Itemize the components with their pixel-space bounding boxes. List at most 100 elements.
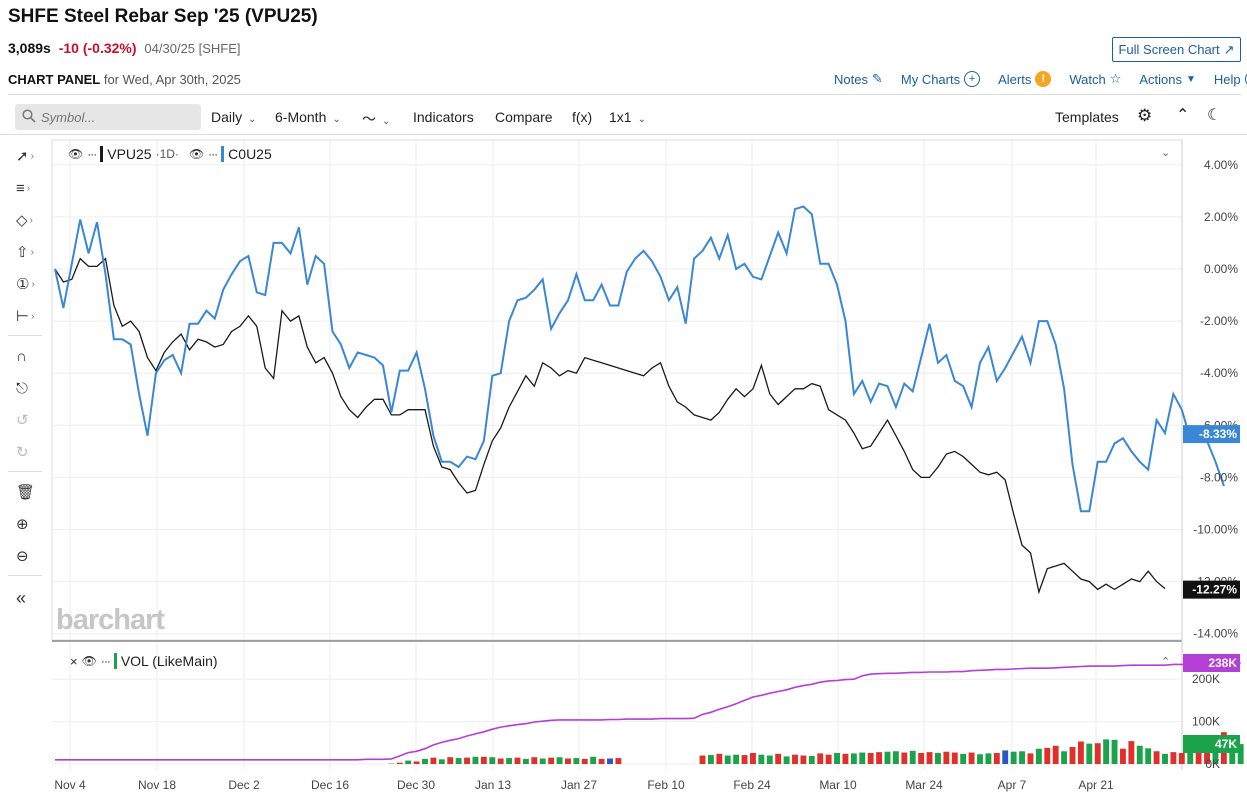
templates-button[interactable]: Templates <box>1055 109 1119 125</box>
volume-bar <box>926 752 933 764</box>
volume-bar <box>598 758 605 764</box>
main-symbol-label[interactable]: VPU25 <box>107 146 152 162</box>
volume-bar <box>985 753 992 764</box>
collapse-up-icon[interactable]: ⌃ <box>1176 107 1190 124</box>
full-screen-chart-button[interactable]: Full Screen Chart ↗ <box>1112 37 1241 62</box>
close-icon[interactable]: × <box>70 653 78 669</box>
range-label: 6-Month <box>275 109 327 125</box>
help-link[interactable]: Help? <box>1214 71 1247 87</box>
compare-symbol-label[interactable]: C0U25 <box>228 146 272 162</box>
volume-bar <box>901 752 908 764</box>
volume-bar <box>859 752 866 764</box>
x-tick-label: Mar 24 <box>905 778 943 792</box>
volume-bar <box>775 753 782 764</box>
notes-link[interactable]: Notes ✎ <box>834 71 883 87</box>
interval-dropdown[interactable]: Daily ⌄ <box>211 109 257 125</box>
volume-bar <box>993 752 1000 764</box>
compare-button[interactable]: Compare <box>495 109 553 125</box>
eye-icon[interactable]: 👁 <box>68 147 84 161</box>
volume-bar <box>548 757 555 764</box>
main-series-swatch <box>100 146 104 162</box>
function-button[interactable]: f(x) <box>572 109 593 125</box>
annotation-tool-icon[interactable]: ① › <box>16 276 35 293</box>
chart-type-dropdown[interactable]: 〜 ⌄ <box>362 109 390 129</box>
x-axis: Nov 4 Nov 18 Dec 2 Dec 16 Dec 30 Jan 13 Jan 27… <box>54 778 1114 792</box>
vpu25-series-line <box>54 257 1166 595</box>
actions-menu[interactable]: Actions ▼ <box>1139 71 1196 87</box>
c0u25-last-label-bg <box>1183 425 1240 444</box>
volume-bar <box>842 753 849 764</box>
pane-expand-chevron-icon[interactable]: ⌃ <box>1161 656 1171 668</box>
volume-legend: × 👁 ··· VOL (LikeMain) <box>70 653 218 669</box>
undo-icon[interactable]: ↺ <box>16 412 29 429</box>
volume-bar <box>413 761 420 764</box>
x-tick-label: Jan 13 <box>475 778 511 792</box>
dark-mode-moon-icon[interactable]: ☾ <box>1207 107 1222 124</box>
volume-bar <box>758 754 765 764</box>
fibonacci-tool-icon[interactable]: ≡ › <box>16 179 31 197</box>
volume-label[interactable]: VOL (LikeMain) <box>120 653 218 669</box>
volume-bar <box>556 757 563 764</box>
redo-icon[interactable]: ↻ <box>16 444 29 461</box>
eye-icon[interactable]: 👁 <box>81 654 97 668</box>
layout-dropdown[interactable]: 1x1 ⌄ <box>609 109 646 125</box>
volume-bar <box>1162 753 1168 764</box>
shapes-tool-icon[interactable]: ◇ › <box>16 212 33 229</box>
y-tick-label: -2.00% <box>1200 314 1238 328</box>
toolbar-divider <box>0 134 1247 135</box>
trendline-tool-icon[interactable]: ➚ › <box>16 148 34 165</box>
vol-tick-label: 0K <box>1205 757 1220 771</box>
full-screen-label: Full Screen Chart <box>1118 42 1220 57</box>
zoom-in-icon[interactable]: ⊕ <box>16 516 29 533</box>
alerts-link[interactable]: Alerts! <box>998 71 1052 87</box>
barchart-logo: barchart <box>56 604 165 636</box>
more-options-icon[interactable]: ··· <box>87 147 97 161</box>
more-options-icon[interactable]: ··· <box>100 654 111 668</box>
y-tick-label: 4.00% <box>1204 158 1238 172</box>
quote-line: 3,089s -10 (-0.32%) 04/30/25 [SHFE] <box>8 40 241 56</box>
measure-tool-icon[interactable]: ⊢ › <box>16 308 35 325</box>
volume-bar <box>472 756 479 764</box>
actions-label: Actions <box>1139 71 1182 87</box>
volume-bar <box>884 751 891 764</box>
last-price: 3,089s <box>8 40 51 56</box>
quote-date: 04/30/25 [SHFE] <box>144 41 241 56</box>
volume-bar <box>892 751 899 764</box>
volume-bar <box>497 758 504 764</box>
vpu25-last-label-bg <box>1183 580 1240 599</box>
eye-icon[interactable]: 👁 <box>188 147 205 161</box>
volume-bar <box>1103 739 1110 764</box>
y-tick-label: -14.00% <box>1193 627 1238 641</box>
my-charts-link[interactable]: My Charts + <box>901 71 981 87</box>
symbol-search-input[interactable] <box>15 104 201 130</box>
interval-label: Daily <box>211 109 243 125</box>
oi-last-label-bg <box>1183 654 1240 672</box>
volume-bar <box>405 760 412 764</box>
x-tick-label: Feb 10 <box>647 778 685 792</box>
range-dropdown[interactable]: 6-Month ⌄ <box>275 109 341 125</box>
unlock-icon[interactable]: ⎋ <box>16 379 28 397</box>
indicators-button[interactable]: Indicators <box>413 109 474 125</box>
note-edit-icon: ✎ <box>871 71 883 86</box>
volume-bars <box>388 732 1244 764</box>
volume-bar <box>825 754 832 764</box>
volume-bar <box>1010 751 1017 764</box>
x-tick-label: Apr 21 <box>1078 778 1114 792</box>
volume-bar <box>1027 753 1034 764</box>
sidebar-divider <box>8 335 42 336</box>
pane-collapse-chevron-icon[interactable]: ⌄ <box>1161 147 1171 159</box>
magnet-icon[interactable]: ∩ <box>16 347 27 365</box>
oi-last-label: 238K <box>1208 656 1237 670</box>
watch-link[interactable]: Watch ☆ <box>1069 71 1121 87</box>
zoom-out-icon[interactable]: ⊖ <box>16 548 29 565</box>
volume-bar <box>968 752 975 764</box>
more-options-icon[interactable]: ··· <box>208 147 218 161</box>
trash-icon[interactable]: 🗑 <box>16 484 36 501</box>
search-icon <box>22 109 36 123</box>
collapse-sidebar-icon[interactable]: « <box>16 587 27 608</box>
arrow-tool-icon[interactable]: ⇧ › <box>16 244 34 261</box>
volume-bar <box>480 756 487 764</box>
settings-gear-icon[interactable]: ⚙ <box>1137 106 1153 125</box>
volume-bar <box>1052 745 1059 764</box>
